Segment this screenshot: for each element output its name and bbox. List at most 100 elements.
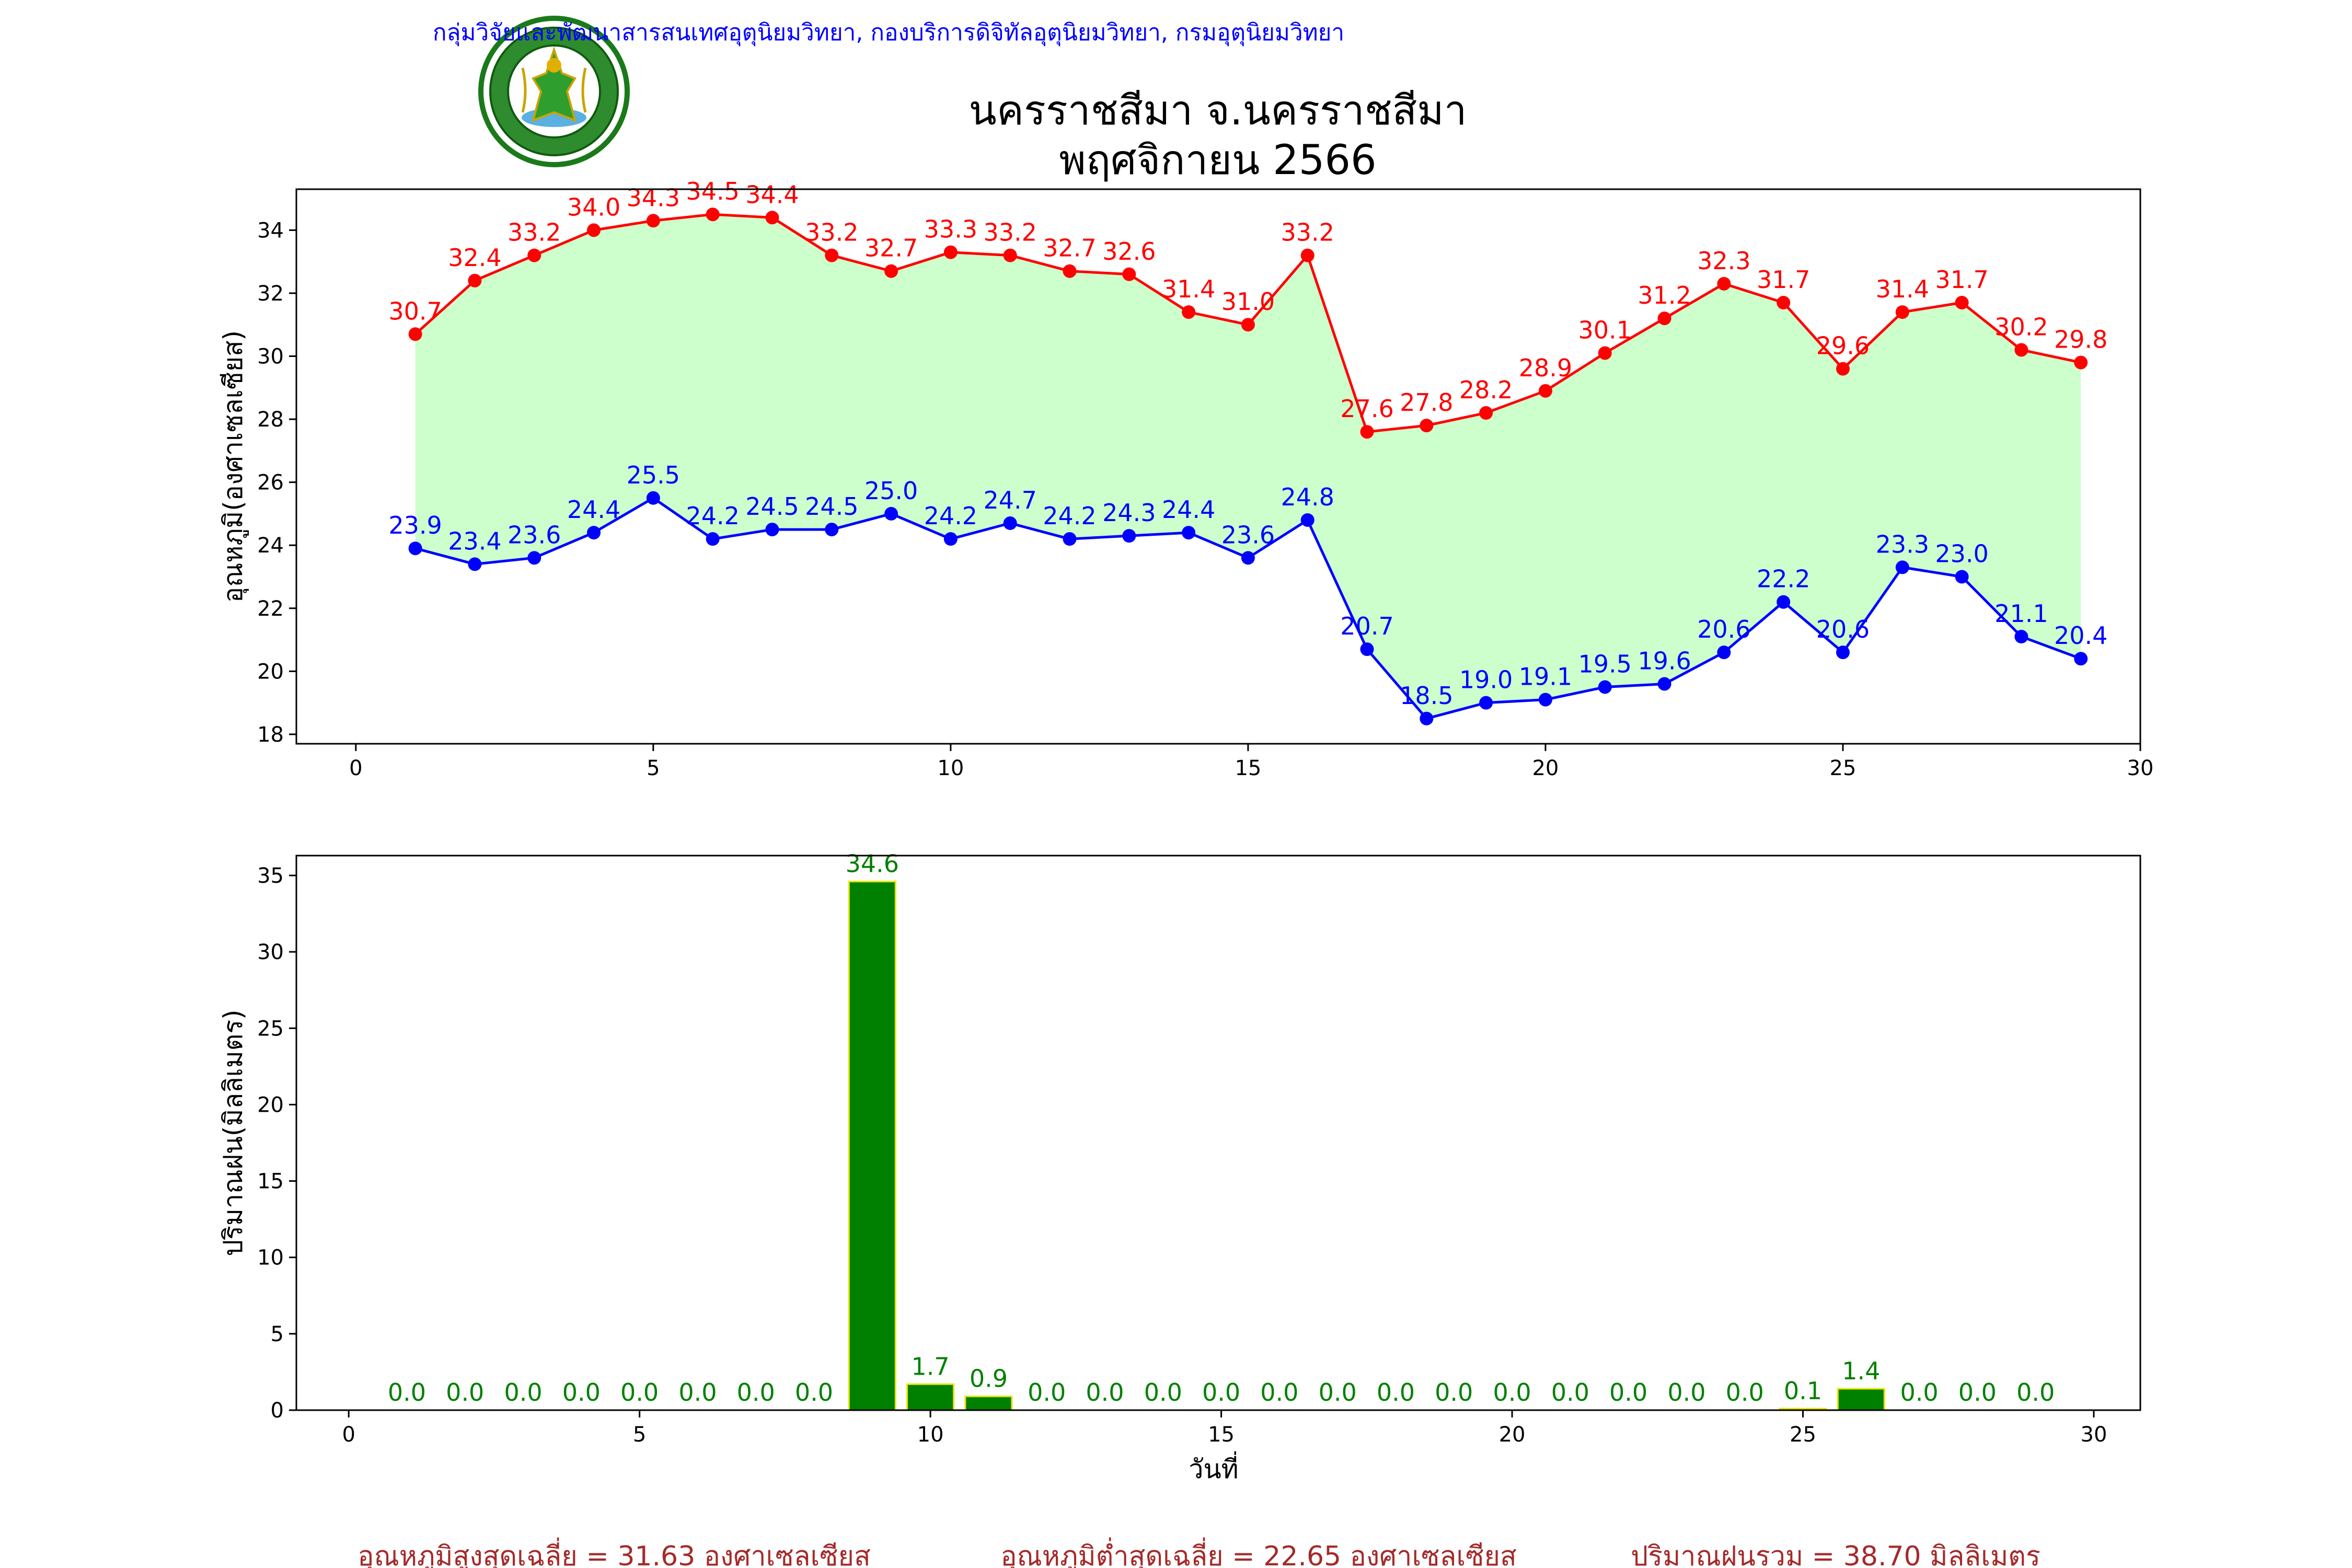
- min-temp-data-label: 19.1: [1519, 663, 1572, 691]
- temperature-x-tick-label: 0: [349, 756, 362, 780]
- min-temp-point: [1420, 711, 1434, 725]
- min-temp-data-label: 18.5: [1400, 682, 1453, 710]
- min-temp-data-label: 23.6: [1221, 521, 1275, 549]
- rainfall-data-label: 0.0: [1028, 1378, 1066, 1406]
- max-temp-data-label: 34.4: [745, 180, 799, 209]
- rainfall-bar: [906, 1383, 955, 1411]
- min-temp-point: [408, 541, 422, 556]
- rainfall-x-tick-label: 20: [1499, 1423, 1526, 1447]
- chart-title-month: พฤศจิกายน 2566: [1059, 137, 1376, 184]
- max-temp-data-label: 31.7: [1935, 266, 1988, 294]
- rainfall-x-tick-label: 30: [2081, 1423, 2107, 1447]
- min-temp-point: [1657, 677, 1671, 691]
- rainfall-data-label: 0.0: [1086, 1378, 1124, 1406]
- max-temp-point: [2074, 355, 2088, 370]
- min-temp-point: [646, 491, 660, 505]
- rainfall-y-tick-label: 0: [271, 1399, 284, 1423]
- max-temp-point: [1360, 425, 1374, 439]
- min-temp-data-label: 24.2: [924, 502, 977, 530]
- min-temp-data-label: 20.6: [1697, 615, 1750, 643]
- temperature-y-tick-label: 24: [257, 534, 284, 558]
- summary-max-temp: อุณหภูมิสูงสุดเฉลี่ย = 31.63 องศาเซลเซีย…: [358, 1537, 871, 1568]
- min-temp-point: [765, 523, 779, 537]
- rainfall-data-label: 0.0: [1377, 1378, 1415, 1406]
- max-temp-data-label: 33.2: [1281, 218, 1334, 247]
- max-temp-point: [1598, 346, 1612, 360]
- rainfall-data-label: 0.0: [1260, 1378, 1298, 1406]
- min-temp-data-label: 22.2: [1757, 565, 1810, 593]
- max-temp-point: [1479, 406, 1493, 420]
- summary-min-temp: อุณหภูมิต่ำสุดเฉลี่ย = 22.65 องศาเซลเซีย…: [1000, 1537, 1516, 1568]
- min-temp-point: [1479, 696, 1493, 710]
- max-temp-point: [1836, 362, 1850, 376]
- rainfall-y-tick-label: 35: [257, 864, 284, 888]
- rainfall-data-label: 34.6: [846, 850, 899, 878]
- min-temp-point: [1122, 529, 1136, 543]
- min-temp-data-label: 24.2: [1043, 502, 1096, 530]
- rainfall-data-label: 0.0: [388, 1378, 426, 1406]
- max-temp-point: [408, 327, 422, 341]
- min-temp-data-label: 19.5: [1578, 650, 1632, 678]
- min-temp-point: [1836, 645, 1850, 660]
- max-temp-point: [646, 214, 660, 228]
- rainfall-data-label: 0.0: [795, 1378, 833, 1406]
- rainfall-y-tick-label: 10: [257, 1246, 284, 1270]
- min-temp-data-label: 24.4: [1162, 495, 1215, 524]
- min-temp-data-label: 25.0: [864, 477, 918, 505]
- rainfall-data-label: 0.0: [2016, 1378, 2055, 1406]
- max-temp-point: [1003, 248, 1017, 262]
- max-temp-point: [587, 223, 601, 237]
- temperature-y-tick-label: 18: [257, 723, 284, 747]
- max-temp-point: [1182, 305, 1196, 319]
- temperature-x-tick-label: 10: [937, 756, 964, 780]
- min-temp-point: [884, 506, 898, 521]
- rainfall-data-label: 0.0: [1667, 1378, 1705, 1406]
- min-temp-data-label: 21.1: [1994, 599, 2048, 628]
- rainfall-data-label: 0.9: [970, 1365, 1008, 1393]
- rainfall-y-axis-label: ปริมาณฝน(มิลลิเมตร): [218, 1009, 248, 1256]
- min-temp-point: [1717, 645, 1731, 660]
- temperature-x-tick-label: 30: [2127, 756, 2154, 780]
- min-temp-point: [943, 532, 958, 546]
- rainfall-x-tick-label: 10: [917, 1423, 944, 1447]
- rainfall-y-tick-label: 25: [257, 1017, 284, 1041]
- min-temp-data-label: 20.7: [1340, 612, 1393, 640]
- meteorological-department-logo: [478, 16, 630, 167]
- max-temp-data-label: 34.5: [686, 177, 739, 205]
- max-temp-point: [1657, 312, 1671, 326]
- temperature-plot-frame: [295, 188, 2141, 745]
- rainfall-data-label: 0.0: [446, 1378, 484, 1406]
- rainfall-data-label: 0.0: [1144, 1378, 1182, 1406]
- min-temp-point: [1955, 570, 1969, 584]
- min-temp-point: [587, 526, 601, 540]
- temperature-chart: 30.732.433.234.0 34.3 34.5 34.433.232.733.3…: [218, 177, 2153, 780]
- min-temp-point: [2014, 630, 2028, 644]
- rainfall-data-label: 0.1: [1784, 1377, 1822, 1405]
- max-temp-data-label: 32.4: [448, 244, 501, 272]
- rainfall-data-label: 0.0: [737, 1378, 775, 1406]
- chart-title-station: นครราชสีมา จ.นครราชสีมา: [969, 87, 1467, 134]
- max-temp-data-label: 33.2: [508, 218, 561, 247]
- max-temp-data-label: 29.6: [1816, 332, 1870, 360]
- rainfall-data-label: 0.0: [504, 1378, 542, 1406]
- temperature-y-tick-label: 32: [257, 282, 284, 306]
- max-temp-data-label: 33.3: [924, 215, 977, 244]
- max-temp-point: [1122, 267, 1136, 281]
- min-temp-data-label: 23.9: [388, 511, 442, 539]
- min-temp-point: [1895, 560, 1909, 574]
- max-temp-point: [2014, 343, 2028, 357]
- rainfall-data-label: 0.0: [1551, 1378, 1589, 1406]
- rainfall-chart: 0.0 0.0 0.0 0.0 0.0 0.0 0.0 0.0 34.6 1.7 0.9 0.0 0.0…: [218, 850, 2141, 1484]
- rainfall-bar: [964, 1396, 1013, 1411]
- rainfall-data-label: 0.0: [620, 1378, 659, 1406]
- min-temp-data-label: 24.3: [1102, 499, 1156, 527]
- max-temp-data-label: 33.2: [805, 218, 858, 247]
- rainfall-y-tick-label: 5: [271, 1322, 284, 1346]
- max-temp-data-label: 32.3: [1697, 247, 1750, 275]
- min-temp-point: [825, 523, 839, 537]
- max-temp-data-label: 31.4: [1876, 275, 1929, 303]
- max-temp-data-label: 34.0: [567, 193, 620, 221]
- min-temp-data-label: 23.6: [508, 521, 561, 549]
- max-temp-point: [527, 248, 541, 262]
